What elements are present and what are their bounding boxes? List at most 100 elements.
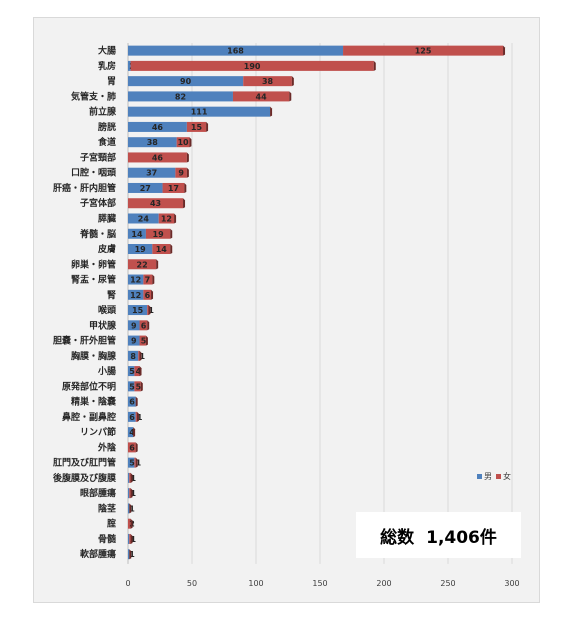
legend-swatch-male	[477, 474, 482, 479]
bar-segment-female	[129, 488, 131, 499]
data-label: 4	[129, 428, 135, 437]
bar-end-cap	[270, 106, 273, 117]
bar-segment-female	[128, 198, 184, 209]
data-label: 19	[153, 230, 165, 239]
x-tick-label: 100	[248, 579, 263, 588]
bar-segment-male	[128, 244, 153, 255]
category-label: 大腸	[98, 45, 116, 57]
category-label: 食道	[97, 136, 116, 148]
bar-segment-female	[143, 289, 152, 300]
data-label: 46	[152, 153, 164, 162]
data-label: 27	[140, 184, 151, 193]
bar-end-cap	[129, 503, 132, 514]
x-tick-label: 300	[504, 579, 519, 588]
data-label: 22	[137, 260, 148, 269]
bar-segment-female	[147, 305, 149, 316]
bar-segment-female	[135, 411, 137, 422]
data-label: 125	[415, 47, 432, 56]
data-label: 46	[152, 123, 164, 132]
bar-segment-female	[145, 228, 171, 239]
category-label: 膀胱	[97, 121, 116, 133]
category-label: 腟	[107, 518, 116, 530]
category-label: 陰茎	[98, 502, 116, 514]
bar-segment-female	[128, 442, 136, 453]
bar-segment-female	[138, 350, 140, 361]
bar-end-cap	[289, 91, 292, 102]
bar-end-cap	[148, 305, 151, 316]
data-label: 4	[136, 367, 142, 376]
bar-segment-male	[128, 427, 134, 438]
stacked-bar-chart: 1681252190903882441114615381004637927170…	[53, 43, 520, 588]
bar-segment-female	[128, 152, 187, 163]
data-label: 1	[130, 489, 136, 498]
bar-segment-male	[128, 274, 144, 285]
data-label: 9	[131, 321, 137, 330]
category-label: 喉頭	[98, 304, 117, 316]
data-label: 5	[129, 459, 135, 468]
category-labels: 大腸乳房胃気管支・肺前立腺膀胱食道子宮頸部口腔・咽頭肝癌・肝内胆管子宮体部膵臓脊…	[53, 45, 117, 561]
bar-segment-male	[128, 121, 187, 132]
category-label: 肝癌・肝内胆管	[53, 182, 116, 194]
bar-segment-male	[128, 533, 130, 544]
bar-end-cap	[135, 457, 138, 468]
category-label: 気管支・肺	[71, 90, 116, 102]
category-label: 口腔・咽頭	[71, 167, 117, 179]
data-label: 19	[135, 245, 147, 254]
data-label: 82	[175, 92, 186, 101]
category-label: 胃	[107, 76, 116, 87]
category-label: 前立腺	[89, 106, 117, 118]
bar-segment-female	[139, 320, 148, 331]
category-label: 腎	[107, 290, 116, 301]
legend: 男 女	[477, 471, 511, 481]
category-label: 胆嚢・肝外胆管	[53, 335, 116, 347]
category-label: 腎盂・尿管	[71, 274, 116, 286]
bar-segment-male	[128, 91, 233, 102]
data-label: 1	[129, 504, 135, 513]
category-label: 鼻腔・副鼻腔	[62, 411, 116, 423]
data-label: 111	[191, 108, 208, 117]
category-label: 脊髄・脳	[79, 228, 116, 240]
chart-area: 1681252190903882441114615381004637927170…	[33, 17, 540, 603]
data-label: 5	[136, 382, 142, 391]
bar-segment-female	[134, 381, 141, 392]
bar-segment-male	[128, 45, 344, 56]
bar-segment-female	[130, 60, 374, 71]
data-label: 6	[129, 443, 135, 452]
bar-end-cap	[152, 274, 155, 285]
legend-label-male: 男	[484, 472, 492, 481]
data-label: 1	[130, 535, 136, 544]
category-label: 骨髄	[98, 533, 117, 545]
data-label: 1	[148, 306, 154, 315]
data-label: 5	[141, 337, 147, 346]
category-label: 原発部位不明	[62, 380, 116, 392]
bar-segment-male	[128, 457, 135, 468]
bar-end-cap	[186, 152, 189, 163]
bar-segment-female	[175, 167, 187, 178]
category-label: 精巣・陰嚢	[71, 396, 117, 408]
bar-end-cap	[129, 549, 132, 560]
bar-segment-male	[128, 488, 130, 499]
bar-end-cap	[133, 427, 136, 438]
bar-segment-female	[143, 274, 153, 285]
data-label: 5	[129, 382, 135, 391]
bar-segment-female	[129, 533, 131, 544]
category-label: 膵臓	[98, 212, 116, 224]
bar-segment-female	[186, 121, 207, 132]
bar-segment-female	[129, 472, 131, 483]
data-label: 38	[262, 77, 274, 86]
category-label: 皮膚	[97, 243, 116, 255]
bar-end-cap	[184, 182, 187, 193]
category-label: 後腹膜及び腹膜	[53, 472, 117, 484]
bar-segment-male	[128, 305, 148, 316]
category-label: 小腸	[97, 365, 116, 377]
bar-segment-male	[128, 213, 159, 224]
bar-segment-male	[128, 396, 136, 407]
category-label: リンパ節	[80, 426, 116, 438]
data-label: 14	[156, 245, 168, 254]
data-label: 168	[227, 47, 244, 56]
bar-end-cap	[140, 381, 143, 392]
bar-end-cap	[130, 518, 133, 529]
data-label: 24	[138, 214, 150, 223]
data-label: 190	[244, 62, 261, 71]
bar-segment-male	[128, 182, 163, 193]
